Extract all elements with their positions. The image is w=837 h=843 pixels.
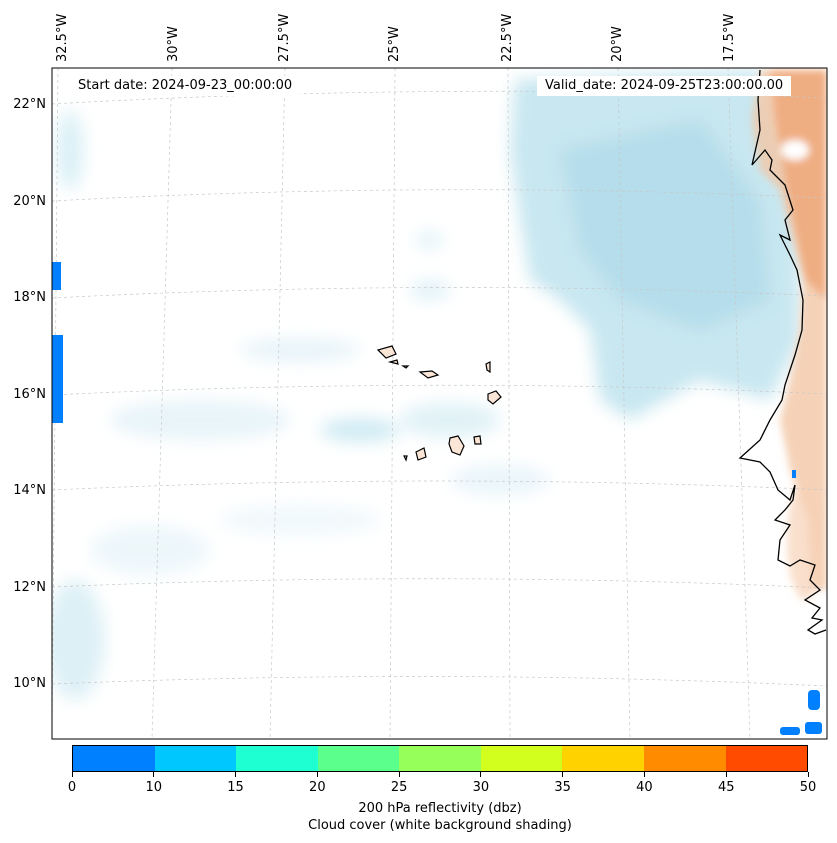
colorbar-segment [154, 746, 237, 771]
colorbar-segment [399, 746, 481, 771]
colorbar-tick [562, 772, 564, 777]
colorbar-segment [562, 746, 644, 771]
colorbar-tick-label: 20 [309, 780, 326, 795]
lon-label-17-5w: 17.5°W [722, 13, 737, 62]
graticule [52, 68, 827, 739]
cloud-cover-shading [52, 70, 800, 700]
colorbar-tick [71, 772, 73, 777]
cape-verde-islands [376, 345, 502, 462]
colorbar-tick [153, 772, 155, 777]
colorbar-segment [480, 746, 563, 771]
colorbar-tick [807, 772, 809, 777]
lon-label-32-5w: 32.5°W [55, 13, 70, 62]
colorbar-tick-label: 10 [145, 780, 163, 795]
lat-label-10n: 10°N [13, 676, 46, 691]
lat-label-16n: 16°N [13, 387, 46, 402]
colorbar [72, 745, 808, 772]
colorbar-segment [643, 746, 726, 771]
colorbar-tick [643, 772, 645, 777]
lat-label-18n: 18°N [13, 290, 46, 305]
colorbar-segment [236, 746, 318, 771]
colorbar-tick-label: 50 [799, 780, 817, 795]
colorbar-tick-label: 0 [67, 780, 77, 795]
lon-label-20w: 20°W [610, 26, 625, 62]
colorbar-tick-label: 15 [227, 780, 244, 795]
colorbar-tick-label: 40 [636, 780, 653, 795]
colorbar-tick-label: 30 [472, 780, 490, 795]
colorbar-tick [398, 772, 400, 777]
map-frame [51, 67, 828, 740]
colorbar-tick-label: 45 [717, 780, 735, 795]
colorbar-tick [316, 772, 318, 777]
africa-coastline [738, 69, 827, 635]
colorbar-title: 200 hPa reflectivity (dbz) [358, 801, 522, 816]
lon-label-30w: 30°W [166, 26, 181, 62]
colorbar-tick [480, 772, 482, 777]
lat-label-14n: 14°N [13, 483, 46, 498]
reflectivity-blobs [52, 262, 822, 735]
lat-label-22n: 22°N [13, 97, 46, 112]
colorbar-tick-label: 35 [554, 780, 571, 795]
lat-label-12n: 12°N [13, 580, 46, 595]
colorbar-subtitle: Cloud cover (white background shading) [308, 818, 572, 833]
valid-date-label: Valid_date: 2024-09-25T23:00:00.00 [537, 76, 792, 96]
lon-label-25w: 25°W [387, 26, 402, 62]
colorbar-segment [725, 746, 808, 771]
colorbar-tick [235, 772, 237, 777]
colorbar-tick-label: 25 [390, 780, 408, 795]
colorbar-segment [73, 746, 155, 771]
start-date-label: Start date: 2024-09-23_00:00:00 [70, 76, 301, 96]
colorbar-segment [317, 746, 400, 771]
lon-label-22-5w: 22.5°W [500, 13, 515, 62]
lat-label-20n: 20°N [13, 194, 46, 209]
lon-label-27-5w: 27.5°W [277, 13, 292, 62]
colorbar-tick [725, 772, 727, 777]
